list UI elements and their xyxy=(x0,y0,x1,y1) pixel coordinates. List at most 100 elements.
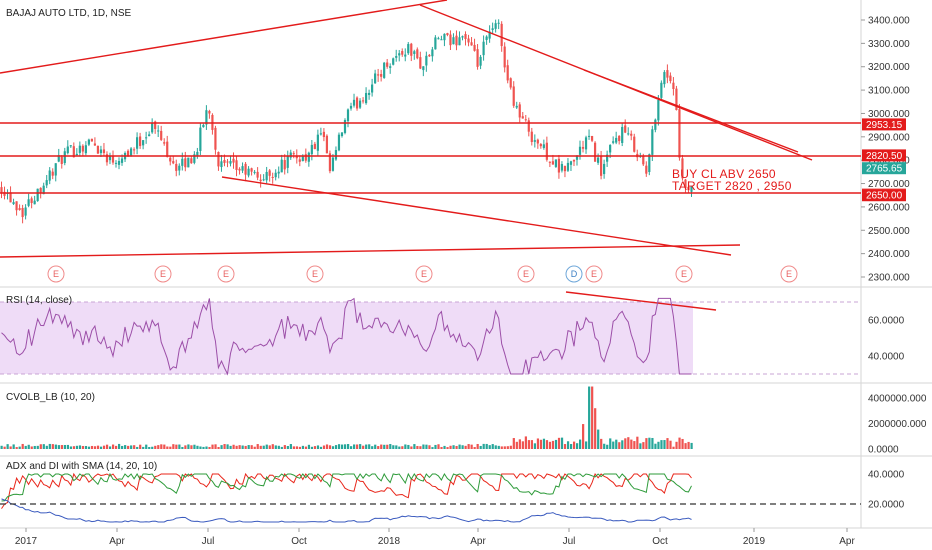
y-tick-label: 3000.000 xyxy=(868,109,910,120)
candle-body xyxy=(575,155,579,160)
trend-line xyxy=(0,0,448,74)
candle-body xyxy=(205,110,208,125)
candle-body xyxy=(630,133,633,136)
candle-body xyxy=(277,171,280,174)
candle-body xyxy=(226,161,229,163)
candle-body xyxy=(584,137,588,150)
volume-bar xyxy=(142,446,145,449)
candle-body xyxy=(151,123,154,133)
earnings-marker-label: E xyxy=(160,269,166,279)
volume-bar xyxy=(440,447,443,449)
candle-body xyxy=(527,120,530,132)
volume-bar xyxy=(331,446,335,449)
volume-bar xyxy=(380,444,383,449)
di-minus-line xyxy=(1,472,692,509)
earnings-marker-label: E xyxy=(523,269,529,279)
volume-bar xyxy=(277,445,280,449)
candle-body xyxy=(139,136,142,146)
candle-body xyxy=(590,136,594,141)
volume-bar xyxy=(473,447,476,449)
volume-bar xyxy=(551,440,555,449)
candle-body xyxy=(132,149,136,151)
candle-body xyxy=(81,145,84,152)
candle-body xyxy=(461,36,464,38)
candle-body xyxy=(398,53,401,56)
candle-body xyxy=(374,73,377,84)
candle-body xyxy=(425,55,428,66)
candle-body xyxy=(392,58,395,65)
volume-bar xyxy=(36,445,39,449)
volume-bar xyxy=(642,442,645,449)
candle-body xyxy=(45,180,48,186)
volume-bar xyxy=(458,444,461,449)
candle-body xyxy=(256,171,259,178)
volume-bar xyxy=(226,444,229,449)
volume-bar xyxy=(557,437,561,449)
candle-body xyxy=(268,170,271,176)
candle-body xyxy=(33,200,36,205)
adx-layer xyxy=(0,472,861,523)
candle-body xyxy=(434,37,437,50)
rsi-band xyxy=(0,302,693,374)
volume-bar xyxy=(72,446,76,449)
candle-body xyxy=(467,38,470,43)
x-tick-label: Oct xyxy=(652,536,668,547)
volume-bar xyxy=(9,446,12,449)
volume-bar xyxy=(111,444,115,449)
candle-body xyxy=(449,34,452,46)
earnings-marker xyxy=(780,265,798,283)
volume-bar xyxy=(63,444,66,449)
candle-body xyxy=(235,160,238,171)
y-tick-label: 3200.000 xyxy=(868,62,910,73)
candle-body xyxy=(482,41,485,56)
earnings-marker xyxy=(47,265,65,283)
volume-bar xyxy=(566,441,570,449)
candle-body xyxy=(503,46,506,68)
earnings-marker-label: E xyxy=(591,269,597,279)
candle-body xyxy=(148,134,151,137)
candle-body xyxy=(509,78,512,88)
price-tag xyxy=(862,189,906,202)
volume-bar xyxy=(443,445,446,449)
candle-body xyxy=(250,168,253,172)
candle-body xyxy=(431,49,434,57)
candle-body xyxy=(581,147,585,149)
candle-body xyxy=(572,159,576,162)
volume-bar xyxy=(319,446,323,449)
volume-bar xyxy=(503,446,506,449)
candle-body xyxy=(666,70,669,78)
volume-bar xyxy=(211,444,214,449)
candle-body xyxy=(371,84,374,93)
volume-bar xyxy=(48,443,51,449)
candle-body xyxy=(99,149,103,154)
candle-body xyxy=(96,145,100,154)
adx-title: ADX and DI with SMA (14, 20, 10) xyxy=(6,461,157,472)
trendlines-layer xyxy=(0,0,861,311)
volume-bar xyxy=(307,444,311,449)
candle-body xyxy=(181,158,184,166)
volume-bar xyxy=(579,439,582,449)
candle-body xyxy=(485,36,488,41)
volume-bar xyxy=(362,445,365,449)
candle-body xyxy=(687,186,690,191)
earnings-marker xyxy=(306,265,324,283)
trend-line xyxy=(0,244,741,258)
candle-body xyxy=(473,44,476,51)
candle-body xyxy=(606,154,609,162)
trend-line xyxy=(583,69,799,153)
volume-bar xyxy=(524,436,527,449)
volume-bar xyxy=(214,444,217,449)
annotation-target: TARGET 2820 , 2950 xyxy=(672,179,792,193)
candle-body xyxy=(292,153,295,155)
y-tick-label: 2300.000 xyxy=(868,273,910,284)
candle-body xyxy=(560,164,564,171)
candle-body xyxy=(569,161,573,165)
volume-bar xyxy=(539,439,543,449)
volume-bar xyxy=(476,443,479,449)
x-tick-label: Jul xyxy=(563,536,576,547)
volume-bar xyxy=(208,447,211,449)
volume-bar xyxy=(96,445,100,449)
volume-bar xyxy=(410,446,413,449)
candle-body xyxy=(521,116,524,119)
candle-body xyxy=(645,165,648,174)
